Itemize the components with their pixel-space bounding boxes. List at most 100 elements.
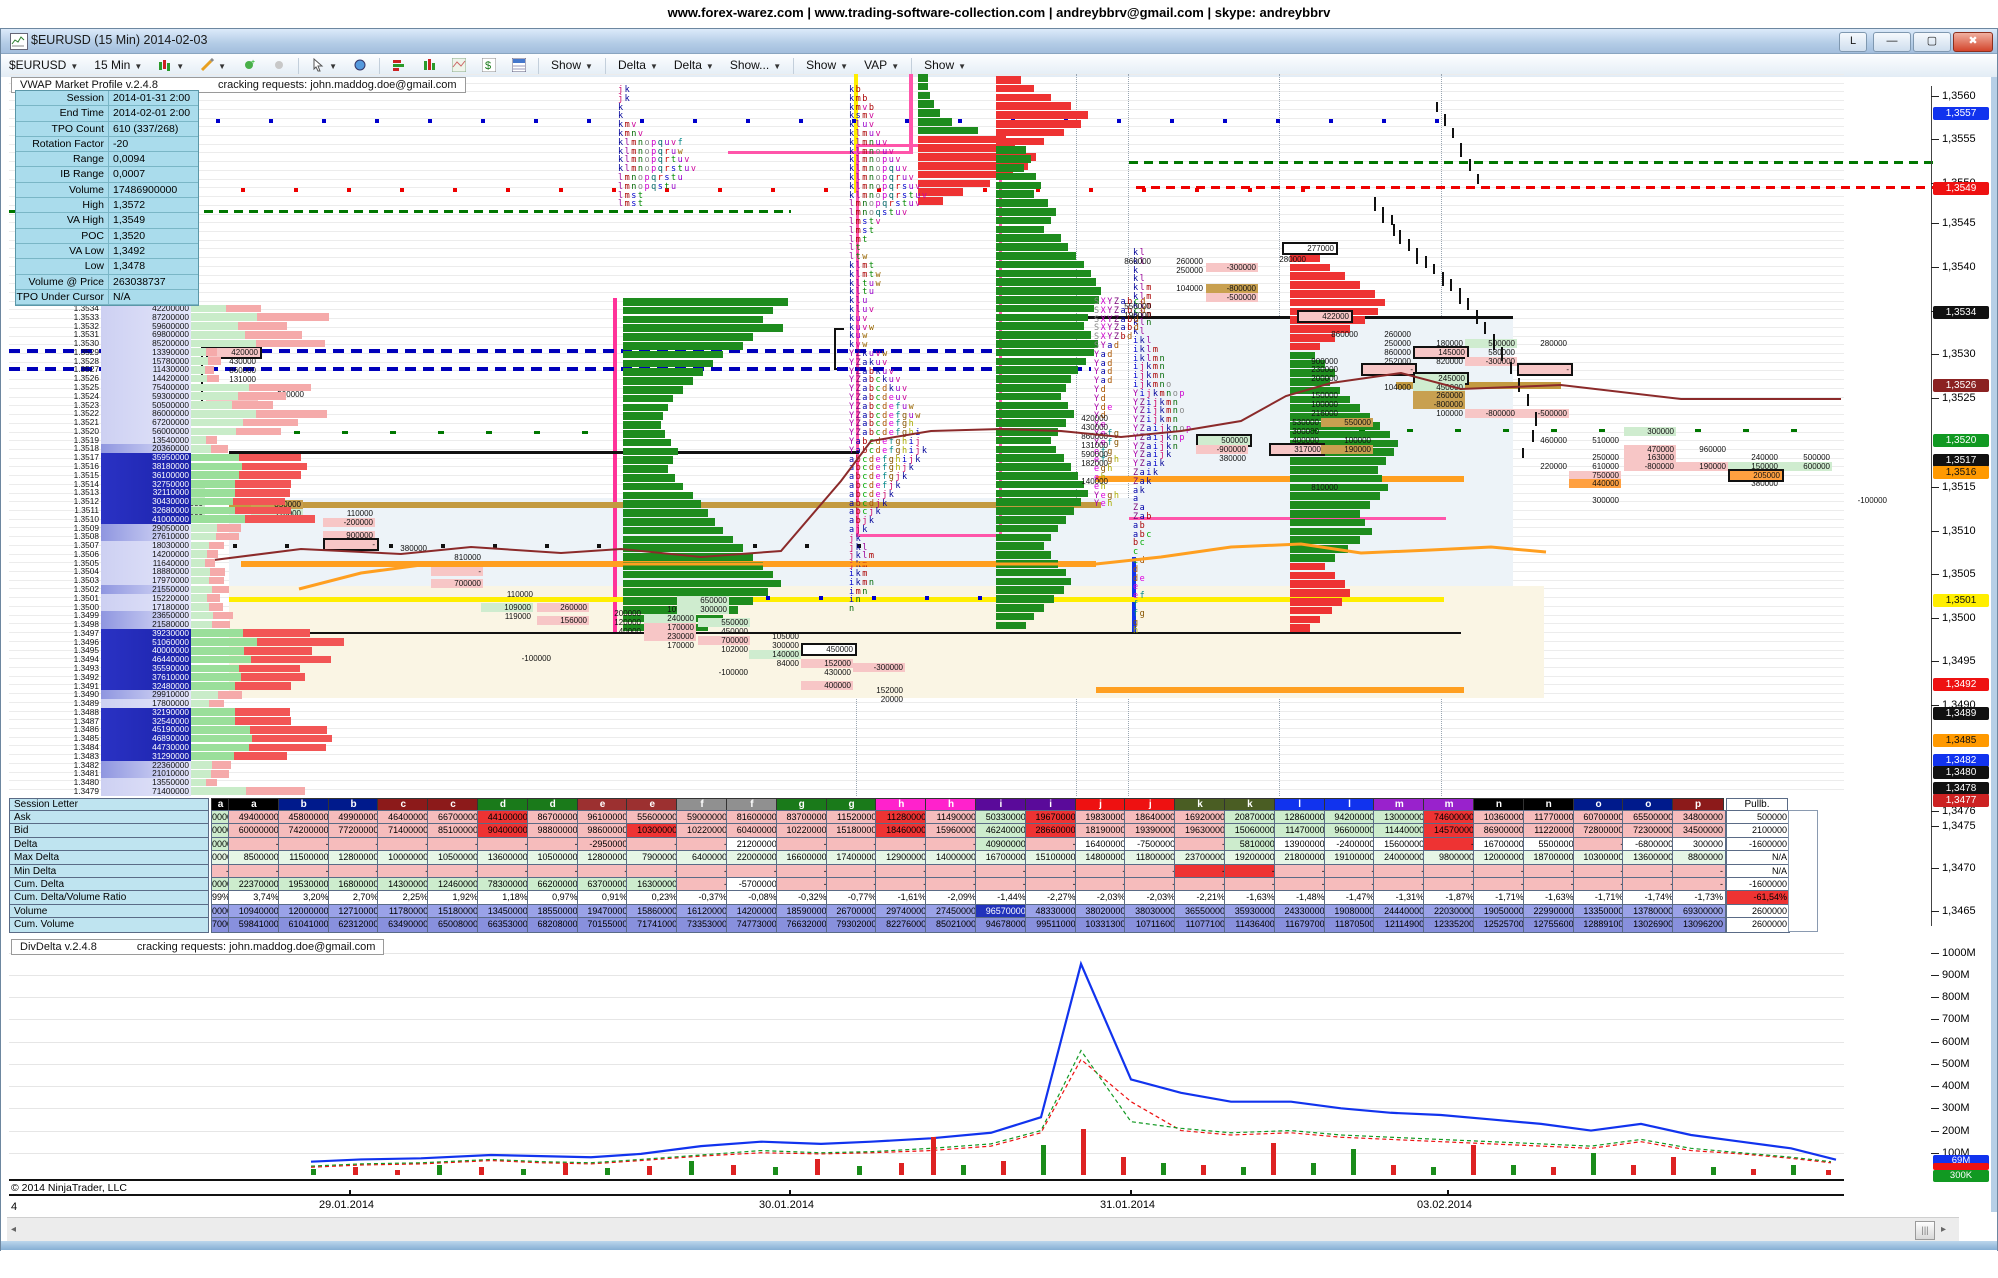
info-value: 0,0007: [113, 168, 146, 181]
price-level-annotation: 860000: [229, 366, 256, 375]
table-cell: 63490000: [377, 917, 432, 933]
toolbar-show-button[interactable]: Show ▼: [799, 57, 855, 74]
volume-profile-bar: [996, 428, 1058, 436]
window-edge: [1991, 77, 1997, 1212]
ladder-row: 1.3515 36100000: [9, 471, 339, 480]
divdelta-bar: [311, 1169, 316, 1175]
price-level-annotation: 152000: [801, 659, 853, 668]
toolbar-vap-button[interactable]: VAP ▼: [857, 57, 906, 74]
chart-band: [1129, 517, 1446, 520]
toolbar-dollar-icon[interactable]: $: [475, 57, 503, 75]
toolbar--eurusd-button[interactable]: $EURUSD ▼: [2, 57, 85, 74]
ladder-volume: 35590000: [101, 664, 191, 673]
volume-profile-bar: [918, 188, 963, 196]
ladder-price: 1.3485: [73, 733, 99, 744]
scrollbar-right-arrow[interactable]: ▸: [1941, 1224, 1947, 1235]
axis-tick: [1931, 398, 1939, 399]
divdelta-axis-label: 400M: [1942, 1080, 1970, 1093]
toolbar-delta-button[interactable]: Delta ▼: [611, 57, 665, 74]
price-level-annotation: -300000: [1465, 357, 1517, 366]
toolbar-show--button[interactable]: Show... ▼: [723, 57, 788, 74]
volume-profile-bar: [623, 324, 783, 332]
toolbar-wave-icon[interactable]: [445, 57, 473, 75]
ladder-price: 1.3496: [73, 636, 99, 647]
table-cell: 62312000: [327, 917, 382, 933]
ladder-row: 1.3502 21550000: [9, 585, 339, 594]
price-level-annotation: 530000: [1292, 418, 1319, 427]
toolbar-bars-red-icon[interactable]: [385, 57, 413, 75]
price-level-annotation: 170000: [667, 641, 694, 650]
toolbar-show-button[interactable]: Show ▼: [917, 57, 973, 74]
restore-button[interactable]: ▢: [1913, 32, 1951, 52]
tpo-letter-row: h: [1133, 626, 1140, 637]
ladder-row: 1.3527 11430000: [9, 365, 339, 375]
minimize-button[interactable]: —: [1873, 32, 1911, 52]
ladder-row: 1.3513 32110000: [9, 488, 339, 498]
toolbar-dot-green-icon[interactable]: +: [235, 57, 263, 75]
info-row: High 1,3572: [16, 198, 198, 214]
horizontal-scrollbar[interactable]: ◂ ||| ▸: [7, 1217, 1959, 1242]
tpo-letter-row: klu: [849, 296, 869, 307]
toolbar-label: 15 Min: [94, 58, 131, 72]
volume-profile-bar: [623, 474, 675, 482]
scrollbar-left-arrow[interactable]: ◂: [11, 1224, 17, 1235]
info-label: Volume @ Price: [16, 274, 109, 289]
ladder-volume: 31290000: [101, 751, 191, 761]
ladder-price: 1.3506: [73, 548, 99, 559]
volume-profile-bar: [996, 401, 1068, 410]
toolbar-pencil-icon[interactable]: ▼: [193, 57, 233, 75]
divdelta-bar: [1511, 1165, 1516, 1175]
info-label: Volume: [16, 182, 109, 198]
ladder-volume: 27610000: [101, 532, 191, 542]
volume-profile-bar: [623, 570, 773, 579]
scrollbar-grip[interactable]: |||: [1915, 1221, 1935, 1240]
axis-tick: [1931, 531, 1939, 532]
toolbar-dot-gray-icon[interactable]: [265, 57, 293, 75]
tpo-letter-row: kuv: [849, 313, 869, 324]
axis-tick: [1931, 975, 1939, 977]
toolbar-circle-blue-icon[interactable]: [346, 57, 374, 75]
divdelta-bar: [931, 1137, 936, 1175]
toolbar-show-button[interactable]: Show ▼: [544, 57, 600, 74]
title-bar[interactable]: $EURUSD (15 Min) 2014-02-03 L — ▢ ✖: [1, 29, 1997, 54]
chevron-down-icon: ▼: [705, 62, 714, 71]
ladder-volume: 45190000: [101, 725, 191, 735]
price-level-annotation: 140000: [749, 650, 801, 659]
volume-profile-bar: [1290, 527, 1372, 536]
axis-tick: [1931, 354, 1939, 355]
l-button[interactable]: L: [1839, 32, 1867, 52]
toolbar-candles-icon[interactable]: ▼: [151, 57, 191, 75]
ladder-volume: 71400000: [101, 787, 191, 796]
volume-profile-bar: [918, 82, 928, 91]
tpo-letter-row: ltw: [849, 252, 869, 263]
tpo-letter-row: kl: [1133, 248, 1147, 258]
ladder-volume: 21580000: [101, 620, 191, 629]
toolbar-grid-blue-icon[interactable]: [505, 57, 533, 75]
marker-dot: [640, 119, 644, 123]
price-level-annotation: 430000: [1081, 423, 1108, 432]
chart-area[interactable]: kb kmb kmvb ksmv kluv klmuv klmnuv klmnouv klmno…: [1, 74, 1997, 1278]
toolbar-bars-green-icon[interactable]: [415, 57, 443, 75]
info-value: -20: [113, 137, 129, 150]
ladder-price: 1.3479: [73, 785, 99, 796]
toolbar-delta-button[interactable]: Delta ▼: [667, 57, 721, 74]
info-row: POC 1,3520: [16, 228, 198, 244]
candle-tick: [1442, 272, 1444, 286]
toolbar-cursor-icon[interactable]: ▼: [304, 57, 344, 75]
chart-band: [1132, 557, 1136, 634]
wave-icon: [451, 57, 467, 73]
marker-dot: [746, 119, 750, 123]
close-button[interactable]: ✖: [1953, 32, 1993, 52]
volume-profile-bar: [623, 403, 668, 412]
volume-profile-bar: [996, 436, 1051, 445]
price-level-annotation: 140000: [1081, 477, 1108, 486]
ladder-row: 1.3501 15220000: [9, 593, 339, 603]
ladder-price: 1.3480: [73, 777, 99, 788]
ladder-price: 1.3518: [73, 443, 99, 454]
toolbar-15-min-button[interactable]: 15 Min ▼: [87, 57, 149, 74]
price-level-annotation: 104000: [1176, 284, 1203, 293]
axis-tick: [1931, 997, 1939, 999]
table-cell: 11870500: [1323, 917, 1378, 933]
volume-profile-bar: [1290, 562, 1325, 571]
volume-profile-bar: [1290, 263, 1330, 272]
